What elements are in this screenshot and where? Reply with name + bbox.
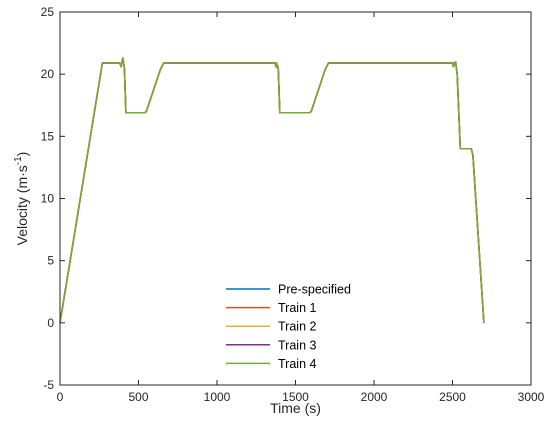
legend-label-4: Train 4 — [278, 357, 316, 371]
y-tick-label: -5 — [43, 378, 54, 392]
x-tick-label: 1000 — [204, 390, 231, 404]
y-tick-label: 15 — [41, 129, 55, 143]
y-axis-title-superscript: -1 — [13, 156, 24, 165]
legend-label-1: Train 1 — [278, 301, 316, 315]
y-axis-title: Velocity (m·s-1) — [13, 152, 30, 246]
y-tick-label: 5 — [47, 254, 54, 268]
y-axis-title-close: ) — [14, 152, 30, 157]
y-axis-title-main: Velocity (m·s — [14, 165, 30, 245]
plot-area — [60, 12, 531, 385]
x-tick-label: 3000 — [518, 390, 545, 404]
y-tick-label: 20 — [41, 67, 55, 81]
legend-label-3: Train 3 — [278, 338, 316, 352]
x-tick-label: 2000 — [361, 390, 388, 404]
y-tick-label: 0 — [47, 316, 54, 330]
legend-label-0: Pre-specified — [278, 283, 351, 297]
series-layer — [59, 57, 485, 323]
x-tick-label: 0 — [57, 390, 64, 404]
x-axis-title: Time (s) — [270, 400, 321, 416]
y-tick-label: 25 — [41, 5, 55, 19]
y-tick-label: 10 — [41, 192, 55, 206]
x-tick-label: 500 — [128, 390, 148, 404]
x-tick-label: 2500 — [439, 390, 466, 404]
legend: Pre-specified Train 1 Train 2 Train 3 Train … — [226, 283, 351, 371]
series-line-4 — [59, 57, 485, 323]
legend-label-2: Train 2 — [278, 320, 316, 334]
x-tick-label: 1500 — [282, 390, 309, 404]
